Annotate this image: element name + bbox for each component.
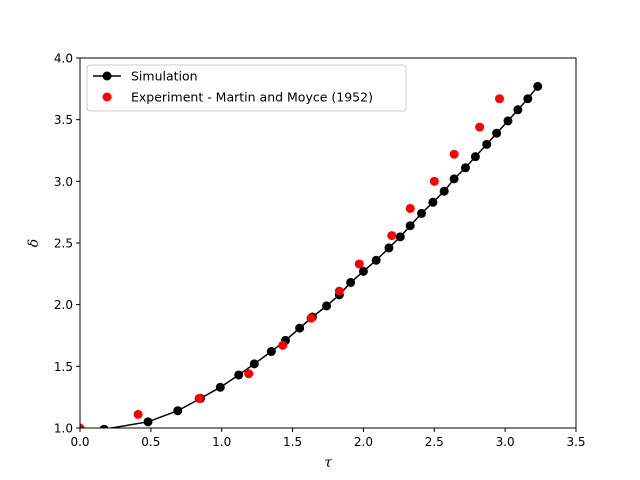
data-point-simulation	[482, 139, 492, 149]
legend-experiment-marker	[102, 92, 112, 102]
data-point-experiment	[475, 122, 485, 132]
data-point-simulation	[523, 94, 533, 104]
data-point-experiment	[354, 259, 364, 269]
data-point-simulation	[215, 382, 225, 392]
legend-box	[86, 64, 407, 112]
data-point-experiment	[405, 203, 415, 213]
x-tick-label: 3.0	[496, 435, 515, 449]
series-line-simulation	[106, 85, 539, 428]
data-point-simulation	[371, 255, 381, 265]
data-point-simulation	[249, 359, 259, 369]
data-point-experiment	[133, 409, 143, 419]
x-tick-label: 3.5	[566, 435, 585, 449]
data-point-experiment	[306, 313, 316, 323]
y-tick-label: 2.0	[54, 298, 73, 312]
legend: Simulation Experiment - Martin and Moyce…	[86, 64, 407, 112]
data-point-experiment	[80, 423, 85, 428]
data-point-simulation	[533, 81, 543, 91]
x-tick-label: 1.0	[212, 435, 231, 449]
data-point-simulation	[395, 232, 405, 242]
data-point-simulation	[513, 105, 523, 115]
plot-frame	[79, 57, 577, 429]
data-point-simulation	[503, 116, 513, 126]
data-point-experiment	[494, 94, 504, 104]
data-point-simulation	[439, 186, 449, 196]
data-point-simulation	[143, 417, 153, 427]
data-point-experiment	[449, 149, 459, 159]
data-point-simulation	[492, 128, 502, 138]
x-axis-label: τ	[324, 455, 332, 471]
data-point-simulation	[173, 406, 183, 416]
data-point-simulation	[384, 243, 394, 253]
data-point-simulation	[428, 197, 438, 207]
data-point-experiment	[244, 369, 254, 379]
x-tick-label: 0.0	[70, 435, 89, 449]
data-point-simulation	[99, 424, 109, 428]
x-tick-label: 0.5	[141, 435, 160, 449]
data-point-simulation	[449, 174, 459, 184]
y-tick-label: 3.0	[54, 175, 73, 189]
data-point-simulation	[470, 152, 480, 162]
x-tick-label: 2.0	[354, 435, 373, 449]
data-point-simulation	[266, 347, 276, 357]
y-tick-label: 3.5	[54, 113, 73, 127]
legend-experiment-label: Experiment - Martin and Moyce (1952)	[131, 90, 373, 105]
legend-simulation-marker	[102, 71, 112, 81]
y-tick-label: 4.0	[54, 52, 73, 66]
x-tick-label: 1.5	[283, 435, 302, 449]
y-tick-label: 1.5	[54, 360, 73, 374]
data-point-simulation	[234, 370, 244, 380]
data-point-experiment	[334, 286, 344, 296]
ticks-layer: 0.0 0.5 1.0 1.5 2.0 2.5 3.0 3.5 1.0 1.5 2.0 2.5 3.0 3…	[54, 52, 586, 450]
y-axis-label: δ	[26, 239, 42, 247]
data-point-experiment	[278, 340, 288, 350]
data-point-simulation	[417, 208, 427, 218]
data-point-simulation	[295, 323, 305, 333]
data-point-experiment	[387, 231, 397, 241]
data-point-simulation	[358, 266, 368, 276]
series-layer	[80, 81, 543, 428]
data-point-simulation	[405, 221, 415, 231]
data-point-experiment	[194, 393, 204, 403]
data-point-simulation	[322, 301, 332, 311]
data-point-simulation	[460, 163, 470, 173]
legend-simulation-label: Simulation	[131, 69, 198, 84]
data-point-simulation	[346, 277, 356, 287]
y-tick-label: 1.0	[54, 422, 73, 436]
data-point-experiment	[429, 176, 439, 186]
y-tick-label: 2.5	[54, 237, 73, 251]
x-tick-label: 2.5	[425, 435, 444, 449]
